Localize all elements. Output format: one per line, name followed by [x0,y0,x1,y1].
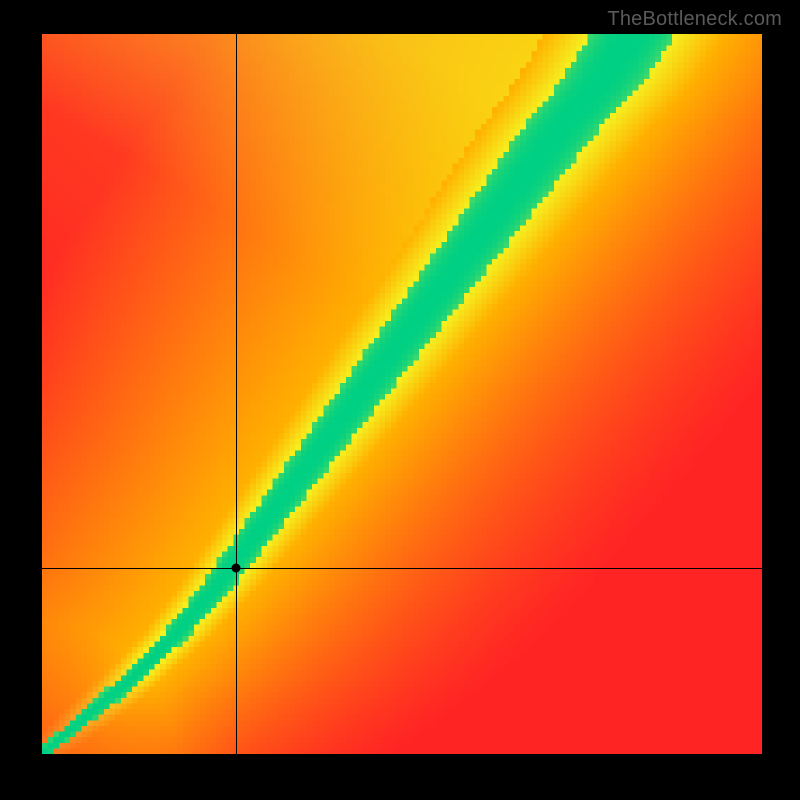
crosshair-horizontal [42,568,762,569]
crosshair-marker [232,564,241,573]
heatmap-canvas [42,34,762,754]
heatmap-plot [42,34,762,754]
watermark-text: TheBottleneck.com [607,8,782,31]
crosshair-vertical [236,34,237,754]
